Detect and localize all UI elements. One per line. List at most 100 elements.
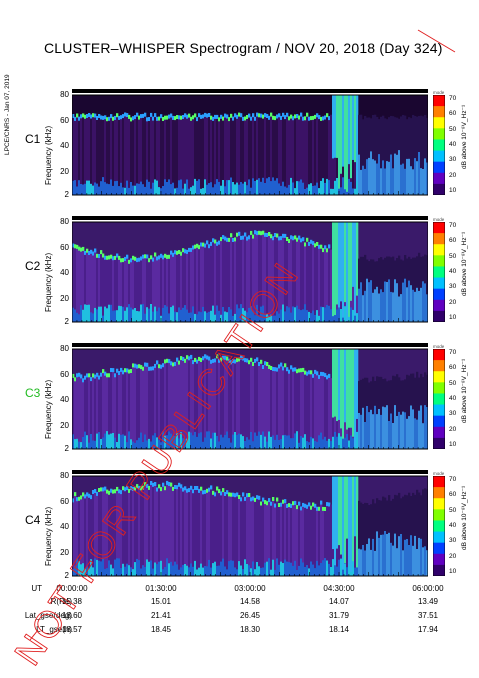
- emission-band: [174, 250, 177, 255]
- spectral-column: [86, 494, 89, 576]
- emission-band: [318, 115, 321, 120]
- low-frequency-band: [312, 310, 315, 322]
- emission-band: [152, 366, 155, 371]
- tail-emission: [384, 281, 387, 322]
- emission-band: [220, 357, 223, 362]
- spectral-column: [254, 499, 257, 576]
- emission-band: [234, 493, 237, 498]
- spectral-column: [82, 115, 85, 195]
- broadband-burst: [332, 476, 335, 550]
- low-frequency-band: [272, 559, 275, 576]
- emission-band: [218, 358, 221, 363]
- emission-band: [96, 372, 99, 377]
- emission-band: [142, 366, 145, 371]
- tail-emission: [404, 168, 407, 195]
- low-frequency-band: [78, 561, 81, 576]
- spectral-column: [190, 118, 193, 195]
- emission-band: [284, 233, 287, 238]
- emission-band: [90, 495, 93, 500]
- broadband-burst: [340, 222, 343, 302]
- emission-band: [222, 116, 225, 121]
- spectral-column: [184, 115, 187, 195]
- low-frequency-band: [178, 307, 181, 322]
- low-frequency-band: [154, 306, 157, 322]
- emission-band: [216, 241, 219, 246]
- colorbar-tick-label: 40: [449, 522, 457, 529]
- emission-band: [88, 113, 91, 117]
- spectral-column: [234, 239, 237, 322]
- tail-emission: [380, 534, 383, 576]
- emission-band: [324, 373, 327, 378]
- emission-band: [294, 114, 297, 119]
- spectral-column: [270, 503, 273, 576]
- emission-band: [250, 230, 253, 235]
- spectral-column: [206, 242, 209, 322]
- spectral-column: [280, 238, 283, 322]
- colorbar-segment: [433, 150, 445, 163]
- emission-band: [308, 502, 311, 507]
- emission-band: [118, 255, 121, 260]
- emission-band: [104, 255, 107, 260]
- low-frequency-band: [178, 180, 181, 195]
- spectral-column: [314, 245, 317, 322]
- low-frequency-band: [166, 435, 169, 449]
- tail-emission: [402, 163, 405, 195]
- emission-band: [306, 371, 309, 376]
- emission-band: [212, 238, 215, 243]
- emission-band: [292, 501, 295, 506]
- broadband-burst: [356, 476, 359, 568]
- spectral-column: [200, 488, 203, 576]
- spectral-column: [76, 115, 79, 195]
- emission-band: [286, 503, 289, 508]
- emission-band: [172, 486, 175, 491]
- broadband-burst: [346, 222, 349, 321]
- spectral-column: [112, 118, 115, 195]
- spectral-column: [90, 116, 93, 195]
- spectral-column: [254, 232, 257, 322]
- emission-band: [82, 492, 85, 497]
- spectral-column: [120, 492, 123, 576]
- low-frequency-band: [264, 183, 267, 195]
- low-frequency-band: [350, 435, 353, 449]
- emission-band: [102, 253, 105, 258]
- emission-band: [196, 117, 199, 122]
- emission-band: [218, 117, 221, 122]
- low-frequency-band: [200, 432, 203, 449]
- emission-band: [190, 485, 193, 490]
- low-frequency-band: [122, 187, 125, 195]
- broadband-burst: [348, 476, 351, 566]
- tail-emission: [360, 414, 363, 449]
- x-tick-label: 06:00:00: [412, 584, 444, 593]
- spectral-column: [202, 492, 205, 576]
- tail-emission: [418, 290, 421, 322]
- low-frequency-band: [280, 561, 283, 576]
- emission-band: [302, 502, 305, 507]
- low-frequency-band: [124, 310, 127, 322]
- low-frequency-band: [132, 309, 135, 322]
- tail-emission: [366, 278, 369, 322]
- low-frequency-band: [88, 568, 91, 576]
- emission-band: [150, 481, 153, 485]
- low-frequency-band: [286, 306, 289, 322]
- emission-band: [104, 371, 107, 376]
- colorbar-segment: [433, 360, 445, 372]
- low-frequency-band: [180, 179, 183, 195]
- emission-band: [188, 113, 191, 118]
- emission-band: [176, 357, 179, 362]
- emission-band: [116, 486, 119, 491]
- spectral-column: [208, 246, 211, 322]
- spectral-column: [312, 375, 315, 449]
- low-frequency-band: [138, 560, 141, 576]
- emission-band: [298, 368, 301, 373]
- emission-band: [194, 113, 197, 118]
- emission-band: [116, 253, 119, 258]
- low-frequency-band: [134, 185, 137, 195]
- emission-band: [86, 373, 89, 378]
- spectral-column: [306, 373, 309, 449]
- low-frequency-band: [326, 560, 329, 576]
- emission-band: [174, 485, 177, 489]
- spectral-column: [224, 238, 227, 322]
- emission-band: [182, 115, 185, 119]
- emission-band: [100, 250, 103, 255]
- spectral-column: [154, 484, 157, 576]
